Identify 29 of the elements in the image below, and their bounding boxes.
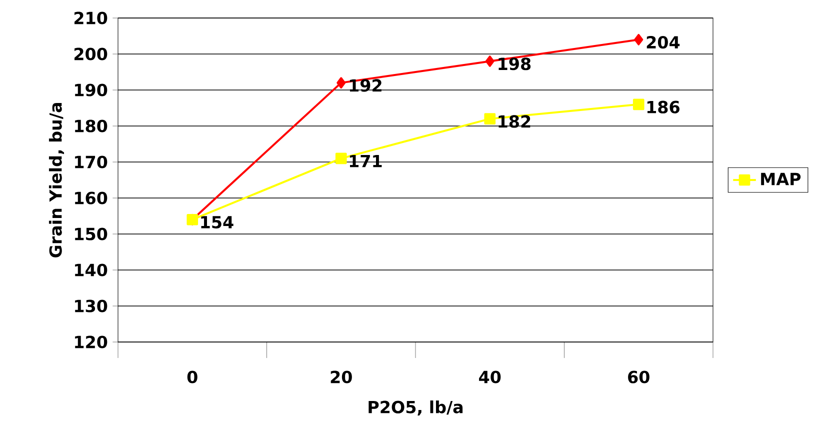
y-tick-label: 170	[75, 156, 108, 168]
data-label: 182	[498, 115, 530, 128]
x-axis-title: P2O5, lb/a	[368, 400, 463, 416]
point	[336, 77, 346, 88]
legend-label: MAP	[761, 172, 801, 186]
data-label: 198	[498, 58, 531, 70]
y-tick-label: 130	[75, 300, 108, 312]
point	[632, 98, 644, 110]
x-tick-label: 20	[330, 370, 352, 384]
data-label: 204	[646, 36, 680, 49]
x-tick-label: 40	[479, 370, 501, 384]
point	[634, 34, 644, 46]
y-tick-label: 150	[75, 228, 108, 240]
point	[484, 113, 496, 124]
y-tick-label: 210	[74, 12, 108, 24]
data-label: 192	[350, 79, 382, 92]
y-tick-label: 160	[75, 192, 108, 204]
y-tick-label: 200	[74, 48, 108, 60]
x-tick-label: 0	[187, 370, 198, 384]
x-tick-label: 60	[628, 370, 650, 384]
point	[485, 56, 494, 67]
y-tick-label: 190	[75, 84, 108, 96]
data-label: 186	[647, 100, 680, 114]
point	[335, 152, 347, 164]
y-tick-label: 140	[75, 264, 108, 276]
y-tick-label: 180	[75, 120, 108, 132]
data-label: 154	[201, 216, 234, 228]
y-axis-title: Grain Yield, bu/a	[48, 103, 64, 258]
y-tick-label: 120	[75, 336, 108, 348]
